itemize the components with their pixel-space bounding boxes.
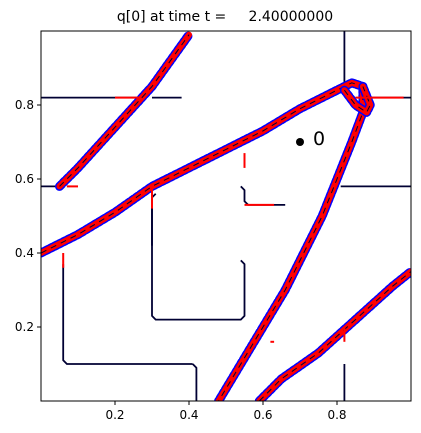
contour-line-dark	[240, 185, 286, 206]
y-tick-label: 0.4	[15, 246, 34, 260]
x-tick-label: 0.2	[105, 408, 124, 422]
y-tick-label: 0.8	[15, 98, 34, 112]
contour-band-core	[344, 86, 371, 113]
x-tick-label: 0.6	[253, 408, 272, 422]
contour-band-red	[341, 83, 374, 116]
contour-line-dark	[41, 34, 190, 188]
chart-title: q[0] at time t = 2.40000000	[117, 9, 333, 25]
x-tick-label: 0.4	[179, 408, 198, 422]
contour-band-core	[59, 34, 190, 187]
marker-point	[296, 138, 304, 146]
contour-band-core	[258, 271, 411, 401]
marker-label: 0	[313, 128, 325, 150]
y-tick-label: 0.2	[15, 320, 34, 334]
contour-line-dark	[151, 190, 246, 321]
contour-line-dark	[192, 363, 198, 401]
axes-frame	[40, 30, 412, 402]
annotations: 0	[296, 128, 325, 150]
plot-area: 0	[41, 31, 411, 401]
x-tick-label: 0.8	[327, 408, 346, 422]
contour-band-core	[41, 82, 364, 401]
contour-line-dark	[62, 264, 193, 365]
y-axis: 0.2 0.4 0.6 0.8	[15, 98, 41, 334]
contour-lines	[41, 31, 411, 401]
y-tick-label: 0.6	[15, 172, 34, 186]
x-axis: 0.2 0.4 0.6 0.8	[105, 401, 347, 422]
